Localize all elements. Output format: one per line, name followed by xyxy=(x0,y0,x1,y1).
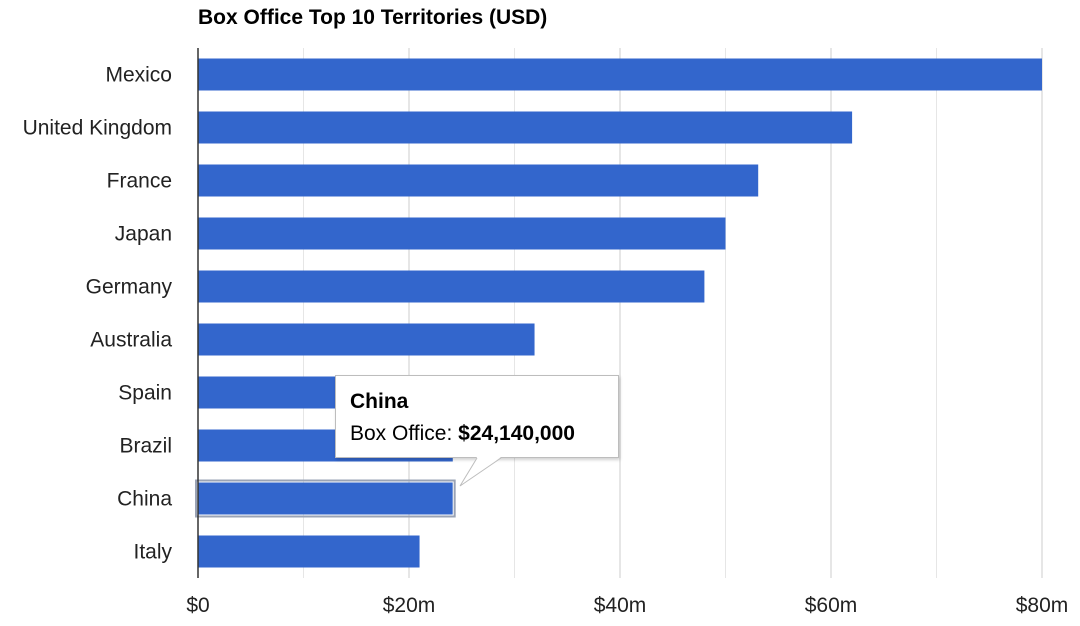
category-label: Italy xyxy=(133,541,172,564)
x-tick-label: $80m xyxy=(1016,594,1069,617)
x-tick-label: $0 xyxy=(186,594,209,617)
category-labels: Mexico United Kingdom France Japan Germany Au… xyxy=(23,64,173,564)
bar-mexico[interactable] xyxy=(198,58,1042,91)
bar-france[interactable] xyxy=(198,164,759,197)
x-tick-label: $60m xyxy=(805,594,858,617)
bar-italy[interactable] xyxy=(198,535,420,568)
bars xyxy=(195,58,1042,568)
category-label: Mexico xyxy=(105,64,172,87)
x-tick-label: $20m xyxy=(383,594,436,617)
tooltip-label: Box Office: xyxy=(350,422,453,445)
category-label: Germany xyxy=(86,276,173,299)
tooltip-line: Box Office: $24,140,000 xyxy=(350,422,575,446)
bar-china[interactable] xyxy=(198,482,453,515)
category-label: United Kingdom xyxy=(23,117,172,140)
x-tick-label: $40m xyxy=(594,594,647,617)
x-tick-labels: $0 $20m $40m $60m $80m xyxy=(186,594,1068,617)
category-label: China xyxy=(117,488,172,511)
tooltip-value: $24,140,000 xyxy=(458,422,575,445)
category-label: Spain xyxy=(118,382,172,405)
category-label: Australia xyxy=(90,329,172,352)
category-label: France xyxy=(107,170,172,193)
tooltip-title: China xyxy=(350,390,409,413)
category-label: Japan xyxy=(115,223,172,246)
tooltip: China Box Office: $24,140,000 xyxy=(335,375,619,458)
bar-japan[interactable] xyxy=(198,217,726,250)
category-label: Brazil xyxy=(119,435,172,458)
bar-highlight-outline xyxy=(195,479,456,518)
chart-title: Box Office Top 10 Territories (USD) xyxy=(198,6,547,29)
bar-australia[interactable] xyxy=(198,323,535,356)
bar-united-kingdom[interactable] xyxy=(198,111,853,144)
bar-germany[interactable] xyxy=(198,270,705,303)
